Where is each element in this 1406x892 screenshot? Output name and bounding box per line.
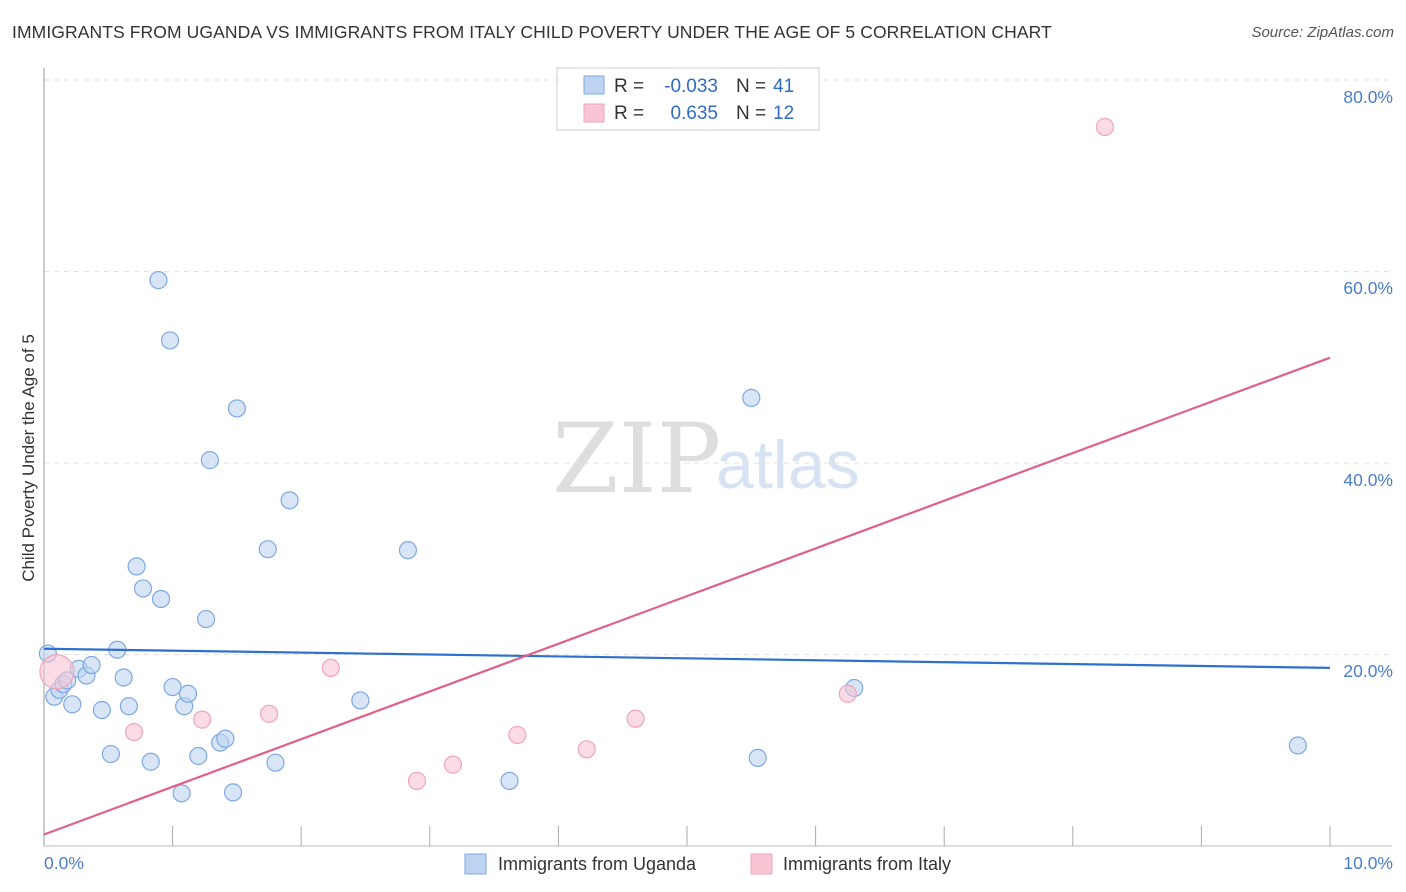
uganda-point: [120, 698, 137, 715]
legend-n-label-uganda: N =: [736, 76, 766, 97]
uganda-point: [153, 590, 170, 607]
uganda-point: [142, 753, 159, 770]
uganda-point: [201, 452, 218, 469]
legend-r-label-uganda: R =: [614, 76, 644, 97]
series-legend: Immigrants from Uganda Immigrants from I…: [465, 854, 951, 874]
uganda-point: [115, 669, 132, 686]
legend-swatch-uganda: [584, 76, 604, 94]
italy-point: [578, 741, 595, 758]
italy-point: [40, 655, 74, 689]
correlation-legend: R = -0.033 N = 41 R = 0.635 N = 12: [557, 68, 819, 130]
italy-point: [126, 724, 143, 741]
uganda-point: [399, 542, 416, 559]
scatter-chart: ZIP atlas Child Poverty Under the Age of…: [0, 0, 1406, 892]
legend-r-value-uganda: -0.033: [664, 76, 718, 97]
uganda-point: [228, 400, 245, 417]
uganda-point: [281, 492, 298, 509]
italy-point: [408, 772, 425, 789]
uganda-point: [173, 785, 190, 802]
italy-point: [627, 710, 644, 727]
x-ticks: [173, 826, 1330, 846]
y-tick-labels: 20.0% 40.0% 60.0% 80.0%: [1343, 87, 1393, 681]
uganda-point: [180, 685, 197, 702]
gridlines: [44, 80, 1392, 655]
uganda-point: [267, 754, 284, 771]
uganda-point: [1289, 737, 1306, 754]
legend-swatch-italy: [584, 104, 604, 122]
legend-r-label-italy: R =: [614, 103, 644, 124]
legend-r-value-italy: 0.635: [670, 103, 718, 124]
y-axis-label: Child Poverty Under the Age of 5: [19, 334, 38, 582]
uganda-point: [749, 749, 766, 766]
uganda-point: [102, 746, 119, 763]
uganda-point: [128, 558, 145, 575]
italy-point: [1096, 118, 1113, 135]
uganda-point: [190, 747, 207, 764]
y-tick-label-80: 80.0%: [1343, 87, 1393, 107]
y-tick-label-20: 20.0%: [1343, 661, 1393, 681]
uganda-points: [39, 272, 1306, 802]
uganda-point: [352, 692, 369, 709]
italy-point: [194, 711, 211, 728]
uganda-point: [83, 657, 100, 674]
y-tick-label-60: 60.0%: [1343, 278, 1393, 298]
uganda-point: [217, 730, 234, 747]
watermark-atlas: atlas: [716, 427, 860, 503]
bottom-legend-label-uganda: Immigrants from Uganda: [498, 854, 697, 874]
uganda-point: [93, 702, 110, 719]
watermark-zip: ZIP: [552, 403, 721, 515]
x-tick-label-min: 0.0%: [44, 853, 84, 873]
uganda-point: [150, 272, 167, 289]
legend-n-value-italy: 12: [773, 103, 794, 124]
uganda-point: [501, 772, 518, 789]
italy-point: [261, 705, 278, 722]
x-tick-label-max: 10.0%: [1343, 853, 1393, 873]
italy-point: [839, 685, 856, 702]
italy-point: [322, 659, 339, 676]
uganda-point: [162, 332, 179, 349]
uganda-point: [135, 580, 152, 597]
uganda-point: [64, 696, 81, 713]
italy-point: [444, 756, 461, 773]
legend-n-label-italy: N =: [736, 103, 766, 124]
bottom-legend-swatch-uganda: [465, 854, 486, 874]
uganda-point: [225, 784, 242, 801]
bottom-legend-label-italy: Immigrants from Italy: [783, 854, 951, 874]
italy-point: [509, 726, 526, 743]
y-tick-label-40: 40.0%: [1343, 470, 1393, 490]
uganda-point: [743, 389, 760, 406]
bottom-legend-swatch-italy: [751, 854, 772, 874]
legend-n-value-uganda: 41: [773, 76, 794, 97]
uganda-point: [259, 541, 276, 558]
uganda-trend-line: [44, 649, 1330, 668]
uganda-point: [198, 611, 215, 628]
uganda-point: [164, 679, 181, 696]
